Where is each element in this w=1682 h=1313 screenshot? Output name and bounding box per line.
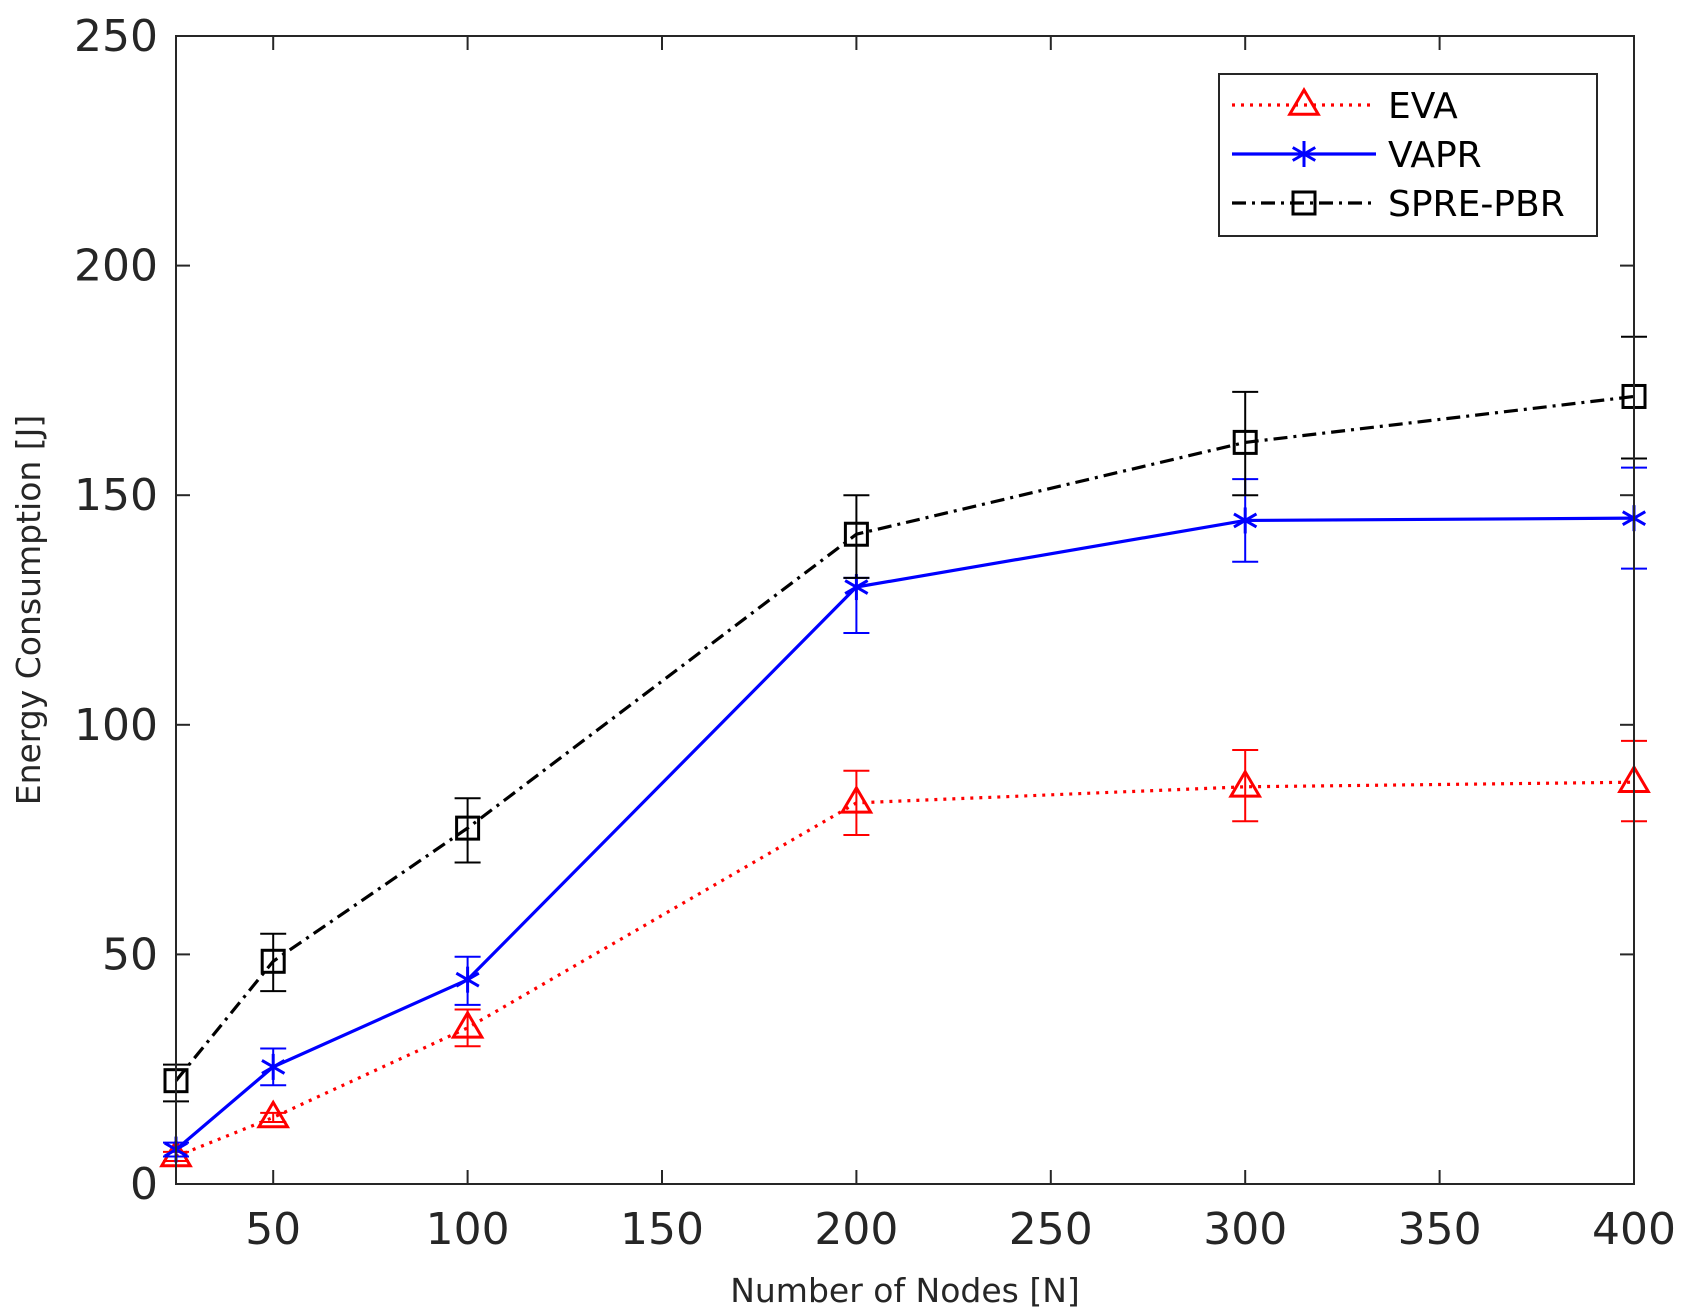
data-point-eva xyxy=(450,1009,485,1039)
legend-item-spre-pbr: SPRE-PBR xyxy=(1232,184,1565,225)
error-bar-eva xyxy=(260,1111,287,1124)
series-line-vapr xyxy=(174,516,1635,1151)
y-tick-label: 50 xyxy=(102,929,158,980)
legend-item-vapr: VAPR xyxy=(1232,135,1482,176)
legend-items: EVA VAPR SPRE-PBR xyxy=(1232,86,1565,225)
error-bar-spre-pbr xyxy=(454,797,481,864)
legend-marker-vapr xyxy=(1291,141,1317,167)
x-tick-label: 100 xyxy=(426,1204,510,1255)
y-tick-label: 150 xyxy=(74,470,158,521)
y-tick-label: 200 xyxy=(74,241,158,292)
data-point-spre-pbr xyxy=(1232,429,1258,455)
data-point-eva xyxy=(839,784,874,814)
data-point-vapr-stroke xyxy=(261,1059,286,1075)
x-tick-label: 150 xyxy=(620,1204,704,1255)
data-point-vapr-stroke xyxy=(455,971,480,988)
x-tick-label: 250 xyxy=(1009,1204,1093,1255)
legend-marker-vapr-stroke xyxy=(1291,146,1317,162)
legend: EVA VAPR SPRE-PBR xyxy=(1218,73,1598,237)
data-point-spre-pbr xyxy=(843,521,869,547)
x-tick-label: 50 xyxy=(245,1204,301,1255)
legend-label-spre-pbr: SPRE-PBR xyxy=(1388,184,1565,225)
data-point-eva xyxy=(256,1099,291,1129)
data-point-spre-pbr xyxy=(260,948,286,974)
error-bar-spre-pbr xyxy=(843,494,870,579)
plot-frame xyxy=(175,35,1635,1185)
legend-marker-spre-pbr xyxy=(1291,190,1317,216)
x-tick-label: 300 xyxy=(1203,1204,1287,1255)
x-tick-label: 350 xyxy=(1398,1204,1482,1255)
plot-layer xyxy=(159,335,1651,1168)
data-point-eva xyxy=(1228,768,1263,798)
legend-marker-eva xyxy=(1287,87,1321,116)
data-point-vapr xyxy=(1233,507,1258,534)
error-bar-eva xyxy=(1232,749,1259,823)
data-point-spre-pbr xyxy=(455,815,481,841)
x-axis-title: Number of Nodes [N] xyxy=(730,1271,1080,1310)
data-point-vapr xyxy=(261,1053,286,1080)
data-point-vapr-stroke xyxy=(844,579,869,595)
tick-layer: 0 50 100 150 200 250 50 100 150 200 250 300 350 400 xyxy=(74,11,1676,1255)
y-axis-title: Energy Consumption [J] xyxy=(9,415,48,806)
y-tick-label: 100 xyxy=(74,700,158,751)
x-tick-label: 200 xyxy=(814,1204,898,1255)
data-point-vapr xyxy=(455,966,480,993)
legend-label-vapr: VAPR xyxy=(1388,135,1482,176)
y-tick-label: 250 xyxy=(74,11,158,62)
series-line-spre-pbr xyxy=(174,394,1635,1082)
legend-item-eva: EVA xyxy=(1232,86,1458,127)
legend-label-eva: EVA xyxy=(1388,86,1458,127)
x-tick-label: 400 xyxy=(1592,1204,1676,1255)
data-point-vapr-stroke xyxy=(1233,512,1258,529)
y-tick-label: 0 xyxy=(130,1159,158,1210)
